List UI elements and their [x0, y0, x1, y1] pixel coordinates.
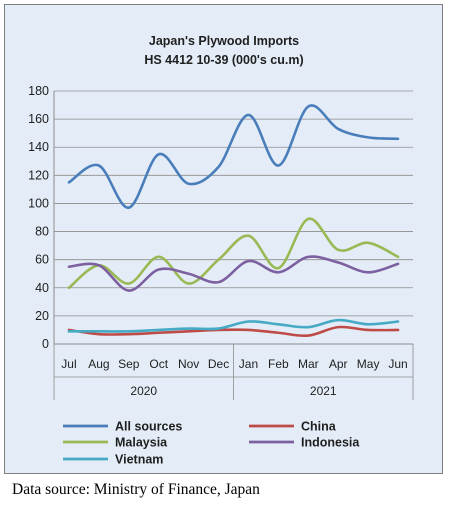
- y-tick-label: 60: [35, 253, 49, 267]
- source-note: Data source: Ministry of Finance, Japan: [12, 481, 260, 498]
- x-tick-label: Mar: [298, 357, 319, 371]
- series-lines: [67, 104, 400, 338]
- y-tick-label: 0: [42, 337, 49, 351]
- x-tick-label: May: [357, 357, 380, 371]
- x-tick-label: Aug: [88, 357, 109, 371]
- chart-title: Japan's Plywood Imports: [149, 34, 299, 48]
- year-label: 2021: [310, 384, 337, 398]
- x-tick-label: Jan: [239, 357, 258, 371]
- x-tick-label: Sep: [118, 357, 140, 371]
- y-tick-label: 20: [35, 309, 49, 323]
- x-tick-label: Oct: [149, 357, 168, 371]
- line-chart: Japan's Plywood Imports HS 4412 10-39 (0…: [28, 34, 414, 467]
- legend-label-china: China: [301, 420, 337, 434]
- series-line-malaysia: [67, 217, 400, 290]
- y-tick-label: 40: [35, 281, 49, 295]
- legend-label-all-sources: All sources: [115, 420, 182, 434]
- x-axis-ticks: Jul Aug Sep Oct Nov Dec Jan Feb Mar Apr May Jun 2020…: [53, 344, 414, 400]
- y-tick-label: 180: [28, 84, 49, 98]
- year-label: 2020: [130, 384, 157, 398]
- series-line-vietnam: [67, 318, 400, 333]
- y-tick-label: 100: [28, 196, 49, 210]
- chart-panel: Japan's Plywood Imports HS 4412 10-39 (0…: [4, 4, 443, 474]
- y-axis-ticks: 0 20 40 60 80 100 120 140 160 180: [28, 84, 49, 351]
- y-tick-label: 160: [28, 112, 49, 126]
- series-line-indonesia: [67, 255, 400, 292]
- x-tick-label: Dec: [208, 357, 229, 371]
- y-tick-label: 140: [28, 140, 49, 154]
- gridlines: [54, 90, 413, 317]
- axes: [53, 91, 413, 345]
- x-tick-label: Nov: [178, 357, 199, 371]
- legend-label-malaysia: Malaysia: [115, 436, 168, 450]
- x-tick-label: Apr: [329, 357, 348, 371]
- series-line-all-sources: [67, 104, 400, 209]
- legend-label-vietnam: Vietnam: [115, 453, 163, 467]
- chart-subtitle: HS 4412 10-39 (000's cu.m): [144, 53, 303, 67]
- y-tick-label: 120: [28, 168, 49, 182]
- legend-label-indonesia: Indonesia: [301, 436, 360, 450]
- x-tick-label: Jul: [61, 357, 76, 371]
- x-tick-label: Feb: [268, 357, 289, 371]
- legend: All sources China Malaysia Indonesia Vietnam: [63, 420, 360, 467]
- y-tick-label: 80: [35, 225, 49, 239]
- x-tick-label: Jun: [388, 357, 407, 371]
- series-line-china: [67, 325, 400, 338]
